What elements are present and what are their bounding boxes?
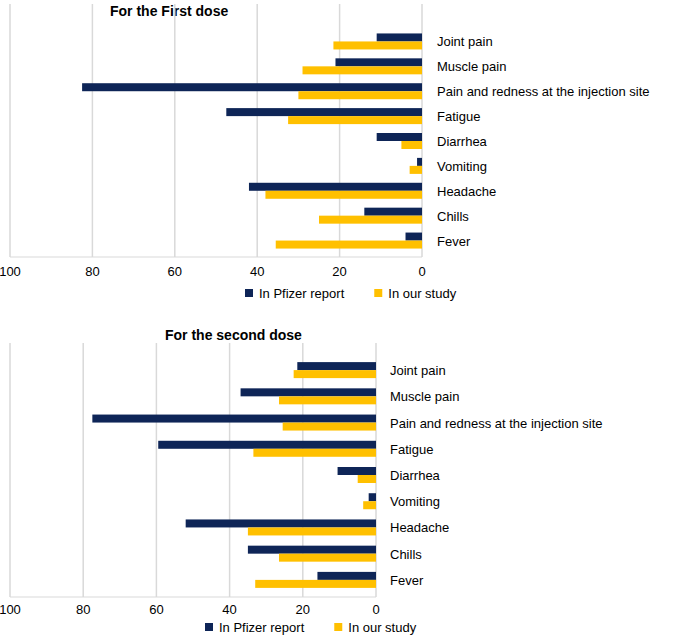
grid-line <box>82 343 84 597</box>
bar <box>186 519 376 527</box>
grid-line <box>9 4 11 257</box>
category-label: Pain and redness at the injection site <box>437 84 649 99</box>
legend-label: In Pfizer report <box>259 286 345 301</box>
bar <box>294 370 376 378</box>
chart: For the First dose 100 80 60 40 20 0 Joint pain… <box>0 3 649 301</box>
bar <box>255 580 376 588</box>
bars <box>82 33 422 248</box>
chart-title: For the First dose <box>110 3 228 19</box>
bar <box>377 33 422 41</box>
legend-label: In Pfizer report <box>219 620 305 635</box>
bar <box>410 166 422 174</box>
category-label: Headache <box>390 520 449 535</box>
bar <box>298 91 422 99</box>
tick-label: 20 <box>296 602 310 617</box>
tick-label: 0 <box>372 602 379 617</box>
bar <box>335 58 422 66</box>
bar <box>226 108 422 116</box>
bar <box>363 501 376 509</box>
grid-line <box>229 343 231 597</box>
bar <box>303 66 422 74</box>
grid-line <box>174 4 176 257</box>
bar <box>279 396 376 404</box>
bars <box>92 362 376 588</box>
grid-line <box>156 343 158 597</box>
bar <box>338 467 376 475</box>
bar <box>406 233 422 241</box>
bar <box>297 362 376 370</box>
tick-label: 20 <box>332 264 346 279</box>
bar <box>279 554 376 562</box>
tick-label: 40 <box>250 264 264 279</box>
bar <box>358 475 376 483</box>
bar <box>377 133 422 141</box>
category-label: Fatigue <box>390 442 433 457</box>
bar <box>82 83 422 91</box>
bar <box>249 183 422 191</box>
tick-label: 100 <box>0 602 21 617</box>
chart-title: For the second dose <box>165 327 302 343</box>
grid-line <box>92 4 94 257</box>
category-label: Pain and redness at the injection site <box>390 416 602 431</box>
tick-label: 40 <box>222 602 236 617</box>
tick-label: 100 <box>0 264 21 279</box>
category-label: Diarrhea <box>390 468 441 483</box>
bar <box>417 158 422 166</box>
legend-label: In our study <box>388 286 456 301</box>
bar <box>369 493 376 501</box>
legend-swatch <box>374 289 382 297</box>
chart-root: For the First dose 100 80 60 40 20 0 Joint pain… <box>0 0 685 640</box>
bar <box>317 572 376 580</box>
tick-label: 80 <box>85 264 99 279</box>
bar <box>265 191 422 199</box>
bar <box>319 216 422 224</box>
bar <box>248 527 376 535</box>
bar <box>241 388 376 396</box>
bar <box>288 116 422 124</box>
category-label: Muscle pain <box>390 389 459 404</box>
bar <box>283 423 376 431</box>
tick-label: 80 <box>76 602 90 617</box>
legend-swatch <box>334 623 342 631</box>
category-label: Fever <box>437 234 471 249</box>
tick-label: 60 <box>168 264 182 279</box>
category-label: Chills <box>437 209 469 224</box>
bar <box>276 241 422 249</box>
bar <box>92 415 376 423</box>
category-label: Fever <box>390 573 424 588</box>
bar <box>248 546 376 554</box>
category-label: Fatigue <box>437 109 480 124</box>
category-label: Vomiting <box>437 159 487 174</box>
category-label: Headache <box>437 184 496 199</box>
grid-line <box>9 343 11 597</box>
category-label: Muscle pain <box>437 59 506 74</box>
legend-label: In our study <box>348 620 416 635</box>
tick-label: 60 <box>149 602 163 617</box>
axis-line <box>10 257 422 258</box>
category-label: Diarrhea <box>437 134 488 149</box>
tick-label: 0 <box>418 264 425 279</box>
bar <box>253 449 376 457</box>
bar <box>401 141 422 149</box>
chart: For the second dose 100 80 60 40 20 0 Joint pai… <box>0 327 602 635</box>
legend-swatch <box>205 623 213 631</box>
axis-line <box>10 597 376 598</box>
legend-swatch <box>245 289 253 297</box>
bar <box>364 208 422 216</box>
category-label: Joint pain <box>437 34 493 49</box>
grid-line <box>256 4 258 257</box>
category-label: Joint pain <box>390 363 446 378</box>
category-label: Chills <box>390 547 422 562</box>
bar <box>333 41 422 49</box>
chart-svg: For the First dose 100 80 60 40 20 0 Joint pain… <box>0 0 685 640</box>
category-label: Vomiting <box>390 494 440 509</box>
bar <box>158 441 376 449</box>
